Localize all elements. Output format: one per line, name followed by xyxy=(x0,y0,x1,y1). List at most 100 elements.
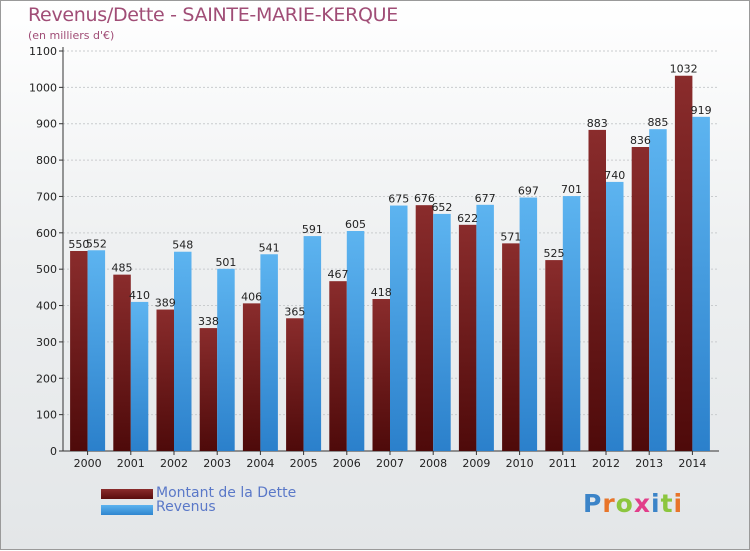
bar-debt xyxy=(329,281,347,451)
x-tick-label: 2000 xyxy=(74,457,102,470)
logo-letter: x xyxy=(633,489,651,518)
x-tick-label: 2010 xyxy=(506,457,534,470)
y-tick-label: 500 xyxy=(36,263,57,276)
data-label-revenue: 541 xyxy=(259,241,280,254)
y-tick-label: 1000 xyxy=(29,81,57,94)
data-label-debt: 1032 xyxy=(670,63,698,76)
data-label-revenue: 740 xyxy=(604,169,625,182)
bar-revenue xyxy=(649,129,667,451)
data-label-debt: 338 xyxy=(198,315,219,328)
chart-title: Revenus/Dette - SAINTE-MARIE-KERQUE xyxy=(28,4,398,26)
bar-debt xyxy=(113,274,131,451)
x-tick-label: 2005 xyxy=(290,457,318,470)
logo-letter: P xyxy=(583,489,603,518)
data-label-revenue: 652 xyxy=(431,201,452,214)
y-tick-label: 900 xyxy=(36,118,57,131)
data-label-debt: 571 xyxy=(500,230,521,243)
data-label-debt: 676 xyxy=(414,192,435,205)
y-tick-label: 300 xyxy=(36,336,57,349)
data-label-debt: 550 xyxy=(68,238,89,251)
data-label-debt: 389 xyxy=(155,297,176,310)
bar-debt xyxy=(415,205,434,451)
logo-letter: o xyxy=(615,489,634,518)
bar-debt xyxy=(286,318,304,451)
y-tick-label: 0 xyxy=(50,445,57,458)
logo-letter: i xyxy=(651,489,661,518)
bar-revenue xyxy=(433,213,451,451)
bar-revenue xyxy=(87,250,106,451)
data-label-debt: 365 xyxy=(284,305,305,318)
data-label-debt: 836 xyxy=(630,134,651,147)
bar-revenue xyxy=(692,116,710,452)
data-label-revenue: 410 xyxy=(129,289,150,302)
bar-revenue xyxy=(130,301,149,451)
bar-revenue xyxy=(260,254,278,451)
data-label-revenue: 591 xyxy=(302,223,323,236)
chart-subtitle: (en milliers d'€) xyxy=(28,29,115,42)
legend-debt-swatch xyxy=(101,489,153,499)
data-label-revenue: 675 xyxy=(388,193,409,206)
x-tick-label: 2003 xyxy=(203,457,231,470)
bar-revenue xyxy=(217,268,235,451)
bar-revenue xyxy=(174,251,192,451)
data-label-debt: 467 xyxy=(328,268,349,281)
bar-revenue xyxy=(390,205,408,451)
x-tick-label: 2008 xyxy=(419,457,447,470)
data-label-revenue: 701 xyxy=(561,183,582,196)
bar-debt xyxy=(156,309,174,451)
y-tick-label: 700 xyxy=(36,190,57,203)
x-tick-label: 2012 xyxy=(592,457,620,470)
data-label-revenue: 605 xyxy=(345,218,366,231)
y-tick-label: 400 xyxy=(36,300,57,313)
bar-revenue xyxy=(476,204,494,451)
bar-revenue xyxy=(606,181,624,451)
x-tick-label: 2007 xyxy=(376,457,404,470)
bar-debt xyxy=(458,224,477,451)
logo-letter: t xyxy=(660,489,674,518)
bar-debt xyxy=(70,251,88,451)
y-tick-label: 1100 xyxy=(29,45,57,58)
data-label-revenue: 919 xyxy=(691,104,712,117)
bar-debt xyxy=(242,303,261,451)
proxiti-logo: Proxiti xyxy=(583,489,683,518)
legend-revenue-label: Revenus xyxy=(156,499,216,515)
x-tick-label: 2001 xyxy=(117,457,145,470)
logo-letter: i xyxy=(673,489,684,518)
bar-debt xyxy=(502,243,520,451)
data-label-debt: 485 xyxy=(112,262,133,275)
bar-debt xyxy=(372,299,390,451)
bars xyxy=(70,75,710,452)
logo-letter: r xyxy=(602,489,616,518)
data-label-revenue: 885 xyxy=(647,116,668,129)
bar-debt xyxy=(199,328,218,451)
x-tick-label: 2002 xyxy=(160,457,188,470)
data-label-debt: 883 xyxy=(587,117,608,130)
x-tick-label: 2014 xyxy=(678,457,706,470)
bar-debt xyxy=(674,75,693,452)
bar-debt xyxy=(588,129,606,451)
bar-revenue xyxy=(562,196,581,451)
bar-revenue xyxy=(519,197,538,451)
data-label-revenue: 501 xyxy=(215,256,236,269)
data-label-revenue: 697 xyxy=(518,185,539,198)
data-label-revenue: 552 xyxy=(86,237,107,250)
data-label-debt: 406 xyxy=(241,290,262,303)
data-label-debt: 418 xyxy=(371,286,392,299)
data-label-debt: 525 xyxy=(544,247,565,260)
legend-debt-label: Montant de la Dette xyxy=(156,485,297,501)
x-tick-label: 2011 xyxy=(549,457,577,470)
bar-revenue xyxy=(303,236,322,451)
y-tick-label: 100 xyxy=(36,409,57,422)
bar-revenue xyxy=(346,231,365,451)
bar-debt xyxy=(631,147,650,451)
data-label-debt: 622 xyxy=(457,212,478,225)
x-tick-label: 2004 xyxy=(246,457,274,470)
bar-debt xyxy=(545,260,563,451)
y-tick-label: 600 xyxy=(36,227,57,240)
x-tick-label: 2006 xyxy=(333,457,361,470)
axes: 0 100 200 300 400 500 600 700 800 900 1000 1100 2000… xyxy=(29,45,719,470)
x-tick-label: 2009 xyxy=(462,457,490,470)
